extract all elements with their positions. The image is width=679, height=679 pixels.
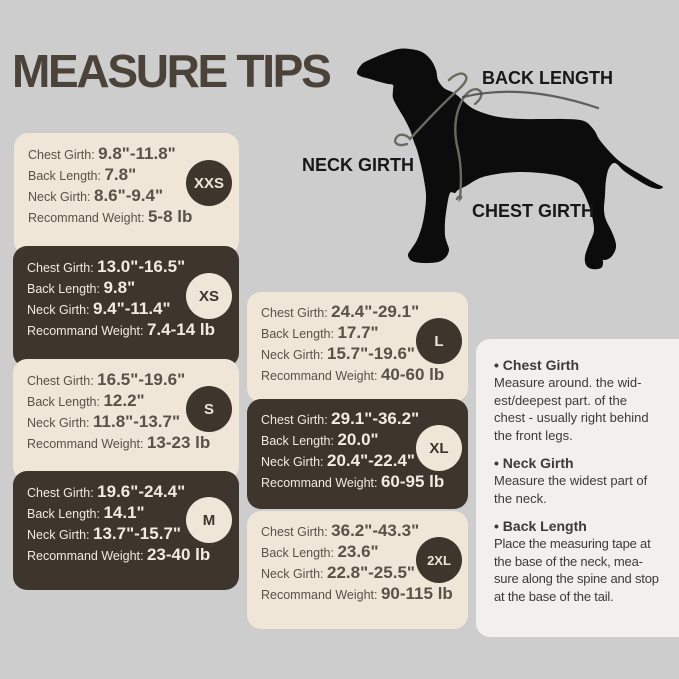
svg-text:NECK GIRTH: NECK GIRTH (302, 155, 414, 175)
svg-text:CHEST GIRTH: CHEST GIRTH (472, 201, 594, 221)
svg-text:BACK LENGTH: BACK LENGTH (482, 68, 613, 88)
